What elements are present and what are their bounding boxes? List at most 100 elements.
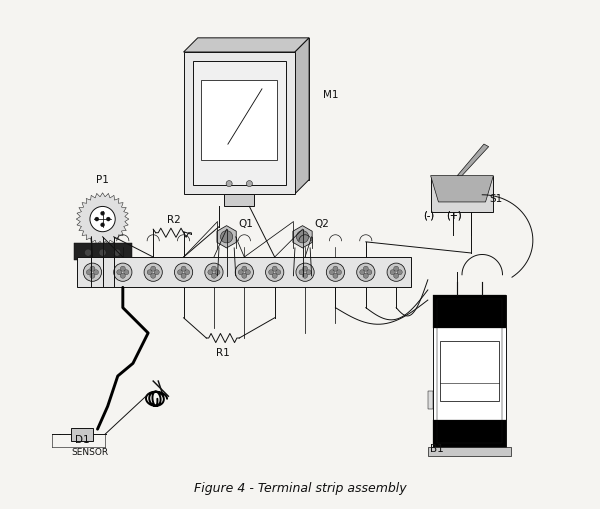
Circle shape <box>363 273 368 278</box>
Polygon shape <box>428 447 511 456</box>
Circle shape <box>101 211 104 215</box>
Circle shape <box>269 270 274 275</box>
Circle shape <box>296 231 308 243</box>
Circle shape <box>272 266 277 271</box>
Text: M1: M1 <box>323 90 338 100</box>
Text: (-): (-) <box>424 211 434 220</box>
Circle shape <box>86 270 91 275</box>
Polygon shape <box>433 295 506 328</box>
Circle shape <box>151 273 156 278</box>
Circle shape <box>95 217 99 221</box>
Circle shape <box>360 270 365 275</box>
Polygon shape <box>224 194 254 207</box>
Polygon shape <box>293 225 312 248</box>
Circle shape <box>90 266 95 271</box>
Circle shape <box>101 223 104 227</box>
Circle shape <box>306 270 311 275</box>
Polygon shape <box>217 225 236 248</box>
Text: (+): (+) <box>446 211 462 220</box>
Circle shape <box>90 273 95 278</box>
Polygon shape <box>198 38 309 180</box>
Circle shape <box>175 263 193 281</box>
Circle shape <box>367 270 372 275</box>
Circle shape <box>83 263 101 281</box>
Circle shape <box>124 270 129 275</box>
Circle shape <box>120 266 125 271</box>
Circle shape <box>397 270 402 275</box>
Text: Q2: Q2 <box>314 219 329 229</box>
Circle shape <box>181 266 186 271</box>
Circle shape <box>387 263 405 281</box>
Polygon shape <box>431 176 493 202</box>
Circle shape <box>154 270 159 275</box>
Circle shape <box>333 266 338 271</box>
Circle shape <box>238 270 244 275</box>
Polygon shape <box>428 391 433 409</box>
Circle shape <box>299 270 304 275</box>
Circle shape <box>226 181 232 187</box>
Text: Figure 4 - Terminal strip assembly: Figure 4 - Terminal strip assembly <box>194 482 406 495</box>
Text: SENSOR: SENSOR <box>71 448 109 458</box>
Circle shape <box>302 273 308 278</box>
Circle shape <box>276 270 281 275</box>
Circle shape <box>235 263 253 281</box>
Circle shape <box>215 270 220 275</box>
Circle shape <box>302 266 308 271</box>
Circle shape <box>242 266 247 271</box>
Circle shape <box>363 266 368 271</box>
Text: S1: S1 <box>490 194 503 204</box>
Polygon shape <box>193 61 286 185</box>
Circle shape <box>266 263 284 281</box>
Circle shape <box>337 270 341 275</box>
Circle shape <box>329 270 334 275</box>
Circle shape <box>94 270 98 275</box>
Text: P1: P1 <box>96 175 109 185</box>
Circle shape <box>272 273 277 278</box>
Polygon shape <box>74 243 131 260</box>
Text: R2: R2 <box>167 215 181 225</box>
Circle shape <box>296 263 314 281</box>
Circle shape <box>106 217 110 221</box>
Circle shape <box>147 270 152 275</box>
Circle shape <box>144 263 163 281</box>
Circle shape <box>205 263 223 281</box>
Polygon shape <box>76 193 129 245</box>
Text: B1: B1 <box>430 444 443 455</box>
Text: (-): (-) <box>424 211 434 220</box>
Circle shape <box>394 266 399 271</box>
Circle shape <box>220 231 233 243</box>
Polygon shape <box>457 144 488 176</box>
Circle shape <box>113 249 121 256</box>
Polygon shape <box>184 52 295 194</box>
Circle shape <box>245 270 250 275</box>
Circle shape <box>185 270 190 275</box>
Circle shape <box>99 249 106 256</box>
Text: Q1: Q1 <box>238 219 253 229</box>
Polygon shape <box>71 428 94 441</box>
Circle shape <box>211 266 217 271</box>
Text: (+): (+) <box>446 211 462 220</box>
Polygon shape <box>202 80 277 160</box>
Circle shape <box>394 273 399 278</box>
Polygon shape <box>295 38 309 194</box>
Polygon shape <box>433 295 506 447</box>
Polygon shape <box>77 257 412 288</box>
Circle shape <box>242 273 247 278</box>
Circle shape <box>117 270 122 275</box>
Circle shape <box>356 263 375 281</box>
Polygon shape <box>184 38 309 52</box>
Circle shape <box>326 263 344 281</box>
Circle shape <box>247 181 253 187</box>
Circle shape <box>208 270 213 275</box>
Text: D1: D1 <box>75 435 89 445</box>
Circle shape <box>114 263 132 281</box>
Circle shape <box>211 273 217 278</box>
Polygon shape <box>431 176 493 212</box>
Text: R1: R1 <box>216 348 230 358</box>
Circle shape <box>181 273 186 278</box>
Polygon shape <box>440 341 499 401</box>
Circle shape <box>120 273 125 278</box>
Circle shape <box>390 270 395 275</box>
Circle shape <box>151 266 156 271</box>
Circle shape <box>85 249 92 256</box>
